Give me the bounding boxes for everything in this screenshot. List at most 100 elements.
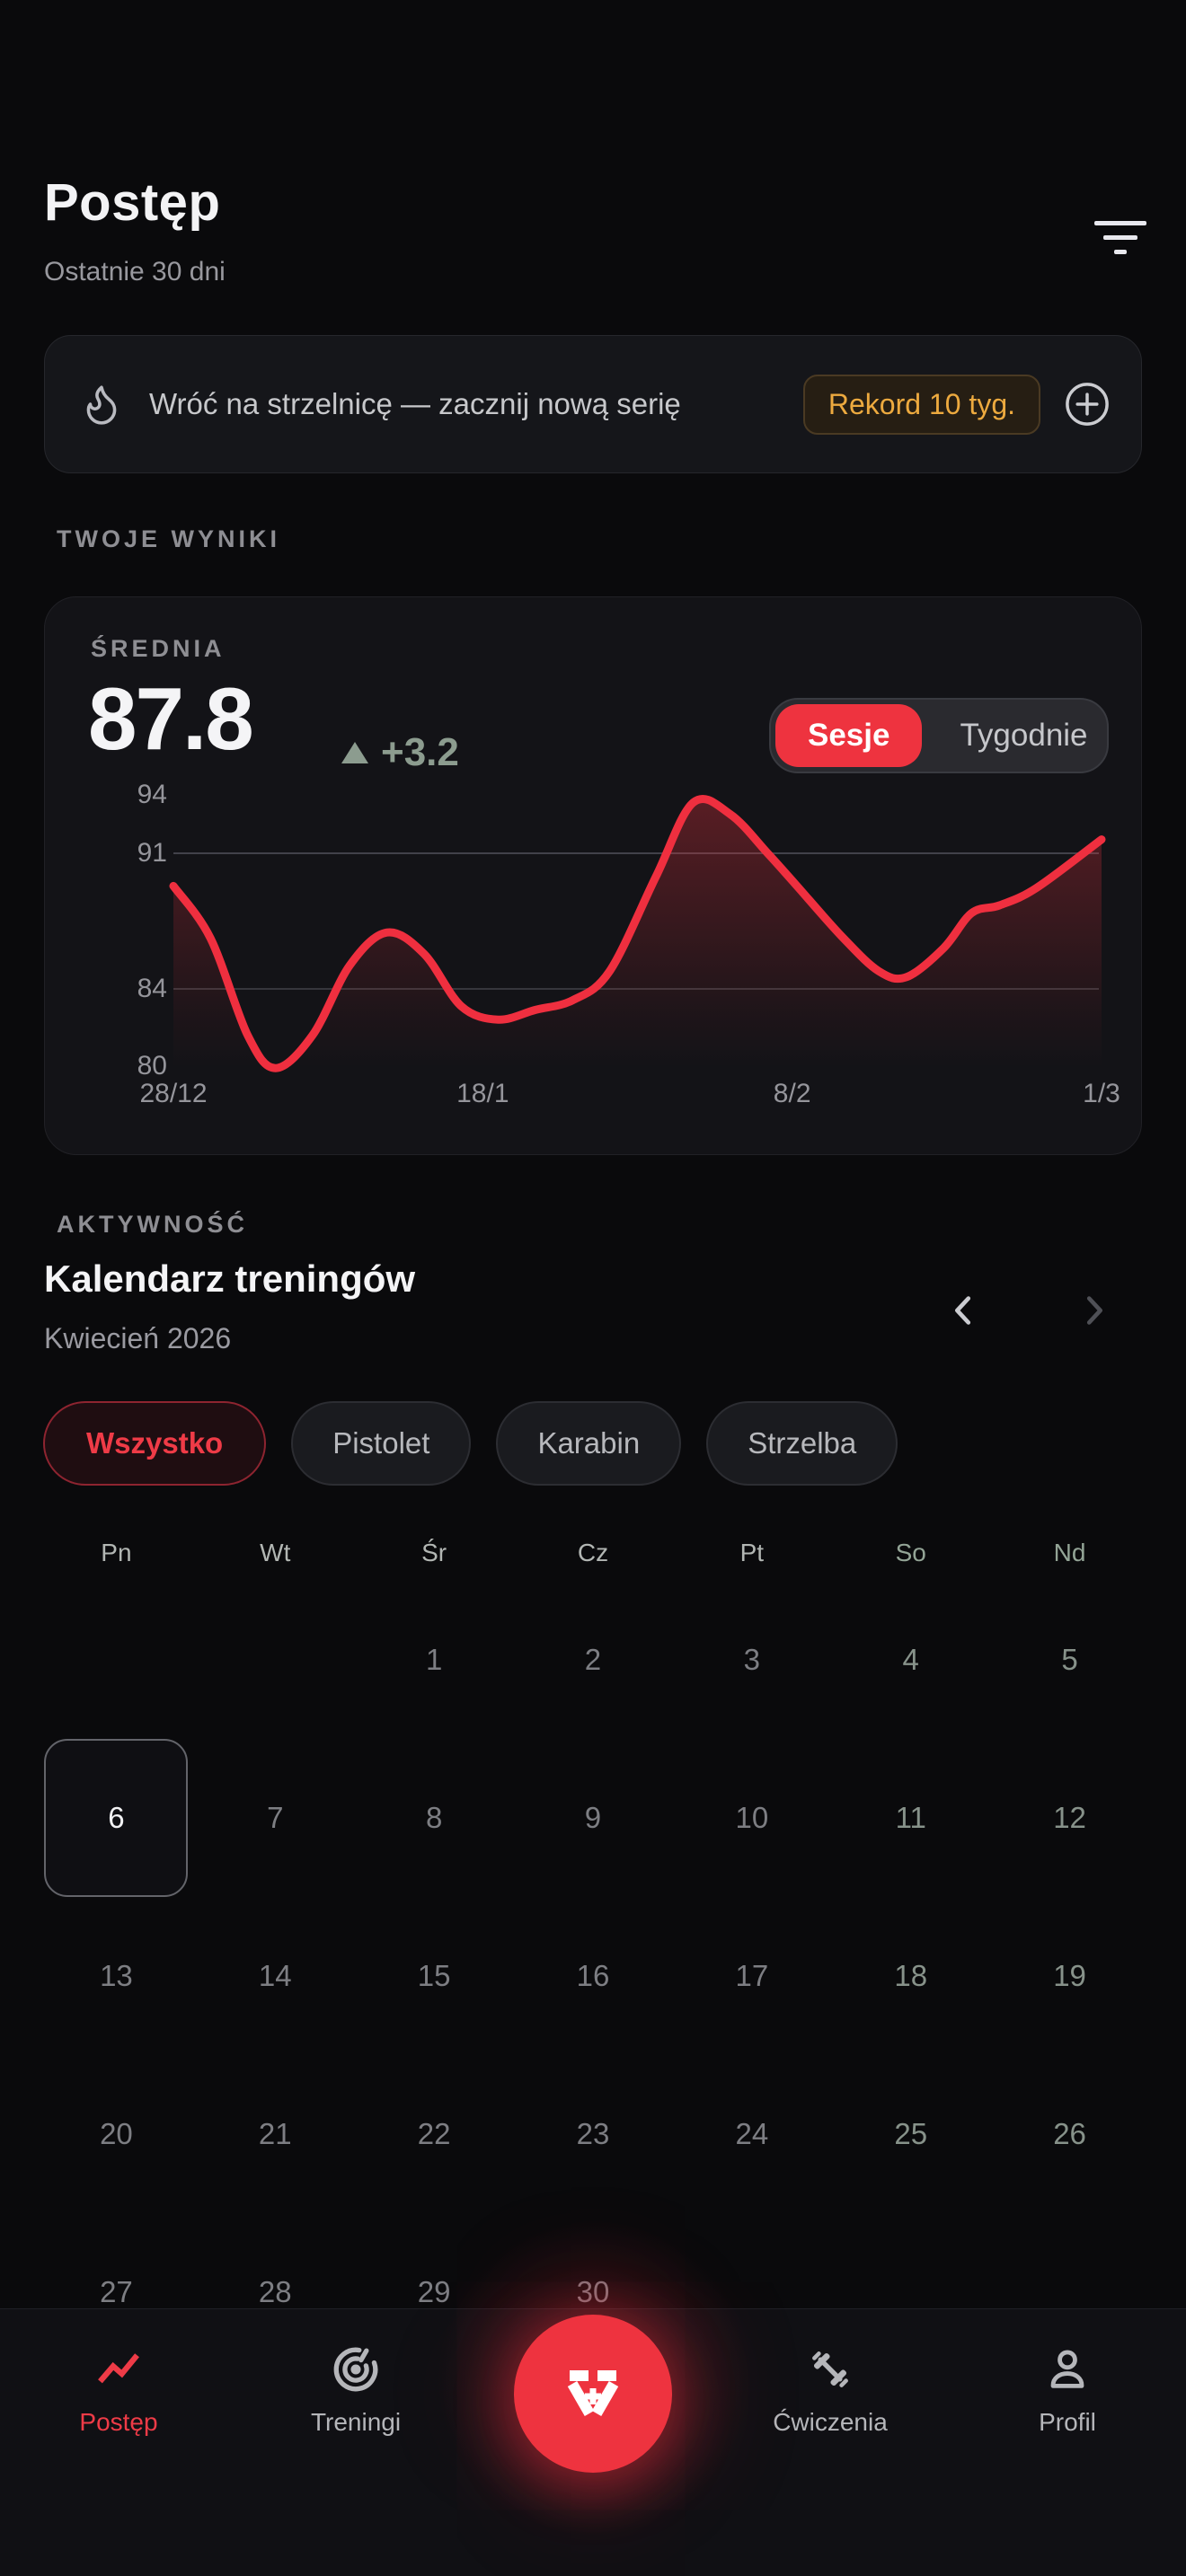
nav-label: Profil [1039, 2408, 1096, 2436]
calendar-cell: 16 [514, 1897, 673, 2055]
trend-icon [98, 2353, 139, 2384]
calendar-cell: 22 [355, 2055, 514, 2213]
calendar-day-1[interactable]: 1 [425, 1643, 443, 1676]
calendar-cell: 2 [514, 1581, 673, 1739]
plus-circle-icon[interactable] [1064, 381, 1111, 428]
calendar-cell: 17 [672, 1897, 831, 2055]
calendar-day-6[interactable]: 6 [44, 1739, 189, 1897]
delta-up-icon [341, 742, 368, 763]
x-tick-label: 18/1 [456, 1079, 509, 1108]
chevron-right-icon[interactable] [1073, 1290, 1114, 1331]
metric-delta: +3.2 [341, 730, 459, 775]
calendar-cell: 12 [990, 1739, 1149, 1897]
calendar-day-2[interactable]: 2 [584, 1643, 602, 1676]
add-session-fab[interactable] [514, 2315, 672, 2473]
filter-chip-pistolet[interactable]: Pistolet [291, 1401, 472, 1486]
calendar-day-7[interactable]: 7 [267, 1801, 284, 1834]
calendar-day-29[interactable]: 29 [417, 2275, 451, 2308]
calendar-day-13[interactable]: 13 [100, 1959, 133, 1992]
target-spiral-icon [333, 2347, 378, 2392]
filter-icon[interactable] [1091, 221, 1150, 266]
flame-icon [86, 385, 117, 425]
x-tick-label: 28/12 [139, 1079, 208, 1108]
calendar-day-22[interactable]: 22 [417, 2117, 451, 2150]
streak-banner[interactable]: Wróć na strzelnicę — zacznij nową serię … [44, 335, 1142, 473]
toggle-weeks[interactable]: Tygodnie [960, 718, 1088, 753]
calendar-day-10[interactable]: 10 [735, 1801, 769, 1834]
calendar-day-4[interactable]: 4 [902, 1643, 919, 1676]
nav-label: Postęp [79, 2408, 158, 2436]
nav-item-trainings[interactable]: Treningi [237, 2309, 474, 2437]
calendar-cell: 1 [355, 1581, 514, 1739]
calendar-day-24[interactable]: 24 [735, 2117, 769, 2150]
calendar-cell: 11 [831, 1739, 990, 1897]
calendar-day-11[interactable]: 11 [895, 1801, 926, 1834]
calendar-day-15[interactable]: 15 [417, 1959, 451, 1992]
calendar-cell: 3 [672, 1581, 831, 1739]
calendar-day-8[interactable]: 8 [425, 1801, 443, 1834]
calendar-day-21[interactable]: 21 [258, 2117, 292, 2150]
metric-value: 87.8 [88, 669, 254, 768]
calendar-day-3[interactable]: 3 [743, 1643, 761, 1676]
calendar-cell: 14 [196, 1897, 355, 2055]
chevron-left-icon[interactable] [943, 1290, 985, 1331]
calendar-cell: 10 [672, 1739, 831, 1897]
nav-item-progress[interactable]: Postęp [0, 2309, 237, 2437]
activity-section-label: AKTYWNOŚĆ [57, 1211, 248, 1238]
calendar-day-12[interactable]: 12 [1053, 1801, 1086, 1834]
calendar-day-16[interactable]: 16 [576, 1959, 610, 1992]
weekday-header-śr: Śr [421, 1539, 447, 1566]
weekday-header-so: So [895, 1539, 926, 1566]
calendar-cell: 25 [831, 2055, 990, 2213]
results-section-label: TWOJE WYNIKI [57, 525, 280, 552]
delta-value: +3.2 [381, 730, 459, 774]
training-calendar: Pn Wt Śr Cz Pt So Nd 1 2 3 4 5 6 7 8 9 10 11 12 13 14 15 16 17 1… [37, 1525, 1149, 2371]
calendar-day-5[interactable]: 5 [1061, 1643, 1078, 1676]
calendar-day-18[interactable]: 18 [894, 1959, 928, 1992]
nav-item-profile[interactable]: Profil [949, 2309, 1186, 2437]
calendar-day-27[interactable]: 27 [100, 2275, 133, 2308]
calendar-cell: 8 [355, 1739, 514, 1897]
calendar-day-14[interactable]: 14 [258, 1959, 292, 1992]
banner-text: Wróć na strzelnicę — zacznij nową serię [149, 387, 681, 421]
calendar-day-20[interactable]: 20 [100, 2117, 133, 2150]
calendar-cell: 9 [514, 1739, 673, 1897]
calendar-day-28[interactable]: 28 [258, 2275, 292, 2308]
toggle-sessions[interactable]: Sesje [775, 704, 923, 767]
calendar-cell: 6 [37, 1739, 196, 1897]
filter-chip-strzelba[interactable]: Strzelba [706, 1401, 898, 1486]
metric-label: ŚREDNIA [91, 635, 226, 662]
page-subtitle: Ostatnie 30 dni [44, 257, 226, 287]
weekday-header-wt: Wt [260, 1539, 291, 1566]
chart-line [169, 795, 1106, 1072]
calendar-day-19[interactable]: 19 [1053, 1959, 1086, 1992]
calendar-day-17[interactable]: 17 [735, 1959, 769, 1992]
calendar-cell: 23 [514, 2055, 673, 2213]
chart-mode-toggle: Sesje Tygodnie [769, 698, 1109, 773]
calendar-cell: 24 [672, 2055, 831, 2213]
y-tick-label: 80 [137, 1051, 167, 1081]
y-tick-label: 94 [137, 780, 167, 809]
y-tick-label: 84 [137, 973, 167, 1003]
filter-chip-wszystko[interactable]: Wszystko [43, 1401, 267, 1486]
calendar-day-26[interactable]: 26 [1053, 2117, 1086, 2150]
calendar-day-9[interactable]: 9 [584, 1801, 602, 1834]
chart-area-fill [173, 798, 1102, 1069]
calendar-day-25[interactable]: 25 [894, 2117, 928, 2150]
nav-item-exercises[interactable]: Ćwiczenia [712, 2309, 949, 2437]
weekday-header-pt: Pt [739, 1539, 765, 1566]
weekday-header-nd: Nd [1053, 1539, 1086, 1566]
calendar-cell: 20 [37, 2055, 196, 2213]
y-tick-label: 91 [137, 837, 167, 868]
filter-chip-karabin[interactable]: Karabin [496, 1401, 682, 1486]
calendar-month: Kwiecień 2026 [44, 1322, 232, 1354]
calendar-cell: 5 [990, 1581, 1149, 1739]
calendar-day-empty [205, 1583, 345, 1737]
calendar-cell: 15 [355, 1897, 514, 2055]
calendar-day-23[interactable]: 23 [576, 2117, 610, 2150]
results-card: ŚREDNIA 87.8 +3.2 Sesje Tygodnie 94 91 84 8… [44, 596, 1142, 1155]
calendar-day-30[interactable]: 30 [576, 2275, 610, 2308]
calendar-cell: 4 [831, 1581, 990, 1739]
page-title: Postęp [44, 173, 221, 232]
